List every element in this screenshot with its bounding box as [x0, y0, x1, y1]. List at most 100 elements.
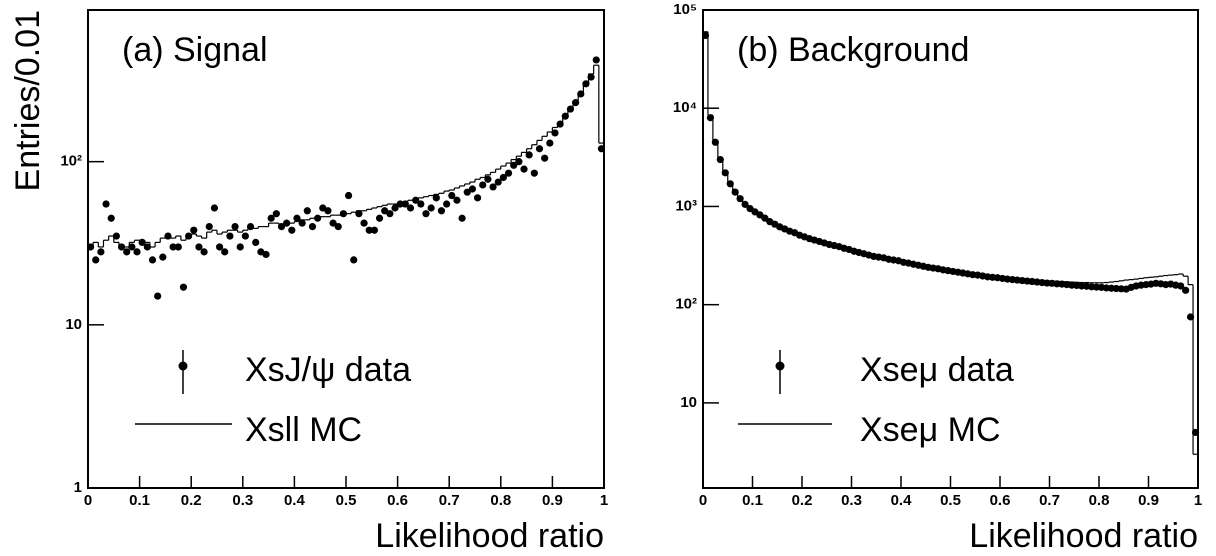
- data-point: [551, 129, 559, 137]
- data-point: [463, 188, 471, 196]
- data-point: [267, 214, 275, 222]
- panel: 0 0.1 0.2 0.3 0.4 0.5 0.6 0.7 0.8 0.9 1 10 10² 10³ 10⁴…: [673, 1, 1202, 555]
- x-axis-label: Likelihood ratio: [375, 517, 604, 555]
- y-tick-label: 1: [74, 479, 82, 496]
- x-tick-label: 0.3: [841, 492, 862, 509]
- data-point: [597, 145, 606, 153]
- data-point: [510, 161, 518, 169]
- x-tick-label: 0.4: [284, 492, 306, 509]
- data-point: [200, 248, 208, 256]
- data-point: [406, 204, 415, 212]
- legend-marker: [775, 361, 785, 371]
- legend-label: Xsll MC: [245, 411, 362, 449]
- x-tick-label: 0.6: [990, 492, 1011, 509]
- x-tick-label: 0.2: [792, 492, 813, 509]
- panel-title: (a) Signal: [122, 31, 268, 69]
- y-tick-label: 10⁴: [673, 99, 697, 116]
- data-point: [226, 232, 234, 240]
- x-tick-label: 0.7: [1039, 492, 1060, 509]
- data-point: [303, 207, 311, 215]
- data-point: [1182, 286, 1190, 294]
- data-point: [530, 169, 538, 177]
- data-point: [375, 214, 384, 222]
- data-point: [190, 226, 198, 234]
- x-tick-label: 0.9: [1138, 492, 1159, 509]
- data-point: [210, 204, 219, 212]
- data-point: [525, 151, 533, 159]
- data-point: [479, 181, 487, 189]
- x-tick-label: 0.5: [336, 492, 357, 509]
- y-tick-label: 10⁵: [673, 1, 697, 18]
- x-tick-label: 0.5: [940, 492, 961, 509]
- data-point: [741, 200, 749, 208]
- legend-label: Xseμ data: [860, 351, 1014, 389]
- data-point: [205, 222, 213, 231]
- data-point: [252, 238, 260, 247]
- data-point: [391, 204, 399, 212]
- data-point: [241, 232, 249, 240]
- data-point: [711, 138, 719, 146]
- panel: 0 0.1 0.2 0.3 0.4 0.5 0.6 0.7 0.8 0.9 1 1 10 10² (a) S…: [9, 9, 608, 555]
- x-tick-label: 0.8: [1089, 492, 1110, 509]
- data-point: [159, 253, 167, 261]
- y-tick-label: 10: [680, 394, 697, 411]
- x-tick-label: 0.6: [387, 492, 408, 509]
- data-point: [221, 248, 229, 256]
- data-point: [97, 248, 105, 256]
- data-point: [128, 243, 136, 251]
- data-point: [112, 232, 120, 240]
- y-tick-label: 10²: [60, 153, 82, 170]
- y-tick-label: 10²: [675, 296, 697, 313]
- data-point: [432, 194, 440, 202]
- x-tick-label: 0.1: [742, 492, 763, 509]
- data-point: [515, 158, 523, 166]
- data-point: [308, 222, 317, 231]
- data-point: [288, 226, 296, 234]
- data-point: [706, 114, 715, 122]
- data-point: [473, 194, 482, 202]
- data-point: [262, 250, 270, 259]
- x-tick-label: 0.1: [129, 492, 150, 509]
- data-point: [107, 214, 115, 222]
- x-tick-label: 0: [699, 492, 707, 509]
- data-point: [329, 219, 337, 227]
- data-point: [92, 256, 100, 264]
- y-axis-label: Entries/0.01: [9, 10, 47, 191]
- data-point: [174, 243, 182, 251]
- data-point: [231, 222, 239, 231]
- data-point: [344, 191, 353, 200]
- x-tick-label: 0: [84, 492, 92, 509]
- data-point: [215, 243, 224, 251]
- data-point: [133, 248, 141, 256]
- data-point: [334, 222, 342, 231]
- data-point: [546, 139, 554, 147]
- data-point: [1177, 282, 1185, 290]
- data-point: [587, 73, 595, 81]
- data-point: [1191, 428, 1200, 437]
- legend-label: XsJ/ψ data: [245, 351, 411, 389]
- data-point: [716, 155, 724, 164]
- x-tick-label: 0.7: [439, 492, 460, 509]
- data-point: [293, 214, 301, 222]
- data-point: [102, 200, 110, 208]
- data-point: [448, 191, 456, 200]
- x-tick-label: 0.4: [891, 492, 913, 509]
- data-point: [370, 226, 378, 234]
- data-point: [592, 56, 600, 64]
- data-point: [148, 256, 157, 264]
- data-point: [324, 207, 332, 215]
- data-point: [499, 173, 507, 182]
- data-point: [736, 195, 744, 203]
- data-point: [721, 169, 729, 177]
- data-point: [272, 210, 280, 218]
- data-point: [360, 219, 368, 227]
- data-point: [731, 188, 739, 196]
- data-point: [453, 196, 461, 204]
- data-point: [422, 210, 430, 218]
- data-point: [427, 204, 435, 212]
- data-point: [417, 200, 425, 208]
- data-point: [541, 154, 549, 162]
- x-tick-label: 1: [1194, 492, 1202, 509]
- data-point: [489, 183, 497, 191]
